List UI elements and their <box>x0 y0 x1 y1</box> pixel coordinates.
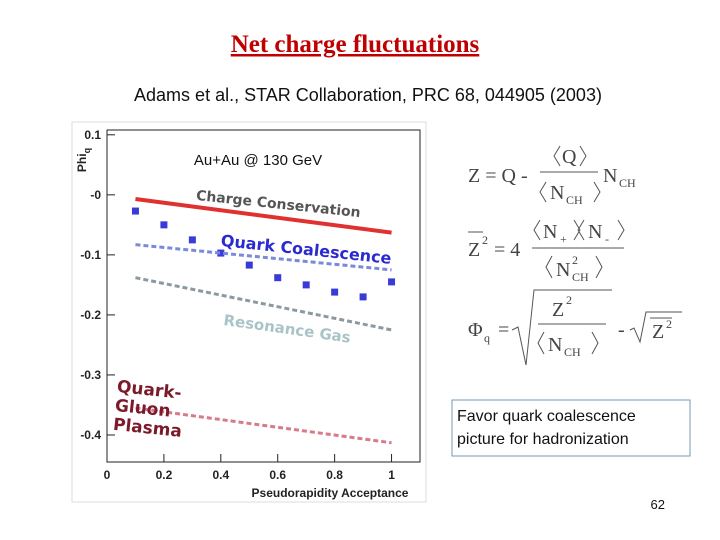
note: Favor quark coalescence picture for hadr… <box>457 408 636 448</box>
data-point <box>160 221 168 229</box>
formula-text: N <box>550 182 564 204</box>
formula-text: N <box>543 221 557 243</box>
data-point <box>302 281 310 289</box>
data-point <box>359 293 367 301</box>
data-point <box>245 261 253 269</box>
page-number: 62 <box>651 497 665 512</box>
formula-text: = <box>498 319 509 341</box>
formula-text: Q <box>562 146 577 168</box>
formula-text: + <box>560 232 567 246</box>
formula-text: 2 <box>666 317 672 331</box>
formula-text: CH <box>619 176 636 190</box>
formula-text: Z <box>552 299 564 321</box>
data-point <box>217 249 225 257</box>
formula-text: = 4 <box>494 239 520 261</box>
x-tick-label: 0.4 <box>212 468 229 482</box>
formula-text: CH <box>564 345 581 359</box>
note-box <box>451 399 691 457</box>
y-label-main: Phi <box>75 153 89 172</box>
x-axis-label: Pseudorapidity Acceptance <box>252 486 409 500</box>
series-label: Quark-Gluon Plasma <box>112 377 183 442</box>
formula-text: CH <box>566 193 583 207</box>
model-line <box>135 243 392 272</box>
formula-z: Z = Q - Q N CH N CH <box>468 145 636 207</box>
x-tick-label: 0 <box>104 468 111 482</box>
formula-text: CH <box>572 270 589 284</box>
formula-text: N <box>556 259 570 281</box>
x-tick-label: 0.6 <box>269 468 286 482</box>
plot-area <box>106 129 421 463</box>
formula-text: 2 <box>572 253 578 267</box>
y-tick-label: -0.4 <box>80 428 101 442</box>
y-tick-label: -0.2 <box>80 308 101 322</box>
formula-text: Z = Q - <box>468 165 528 187</box>
model-line <box>135 276 392 332</box>
y-tick-label: -0 <box>90 188 101 202</box>
y-axis-label: Phiq <box>75 148 92 172</box>
formula-text: N <box>603 165 617 187</box>
data-point <box>131 207 139 215</box>
model-line <box>135 197 392 235</box>
y-tick-label: -0.1 <box>80 248 101 262</box>
formula-text: Φ <box>468 319 483 341</box>
data-point <box>274 274 282 282</box>
data-point <box>388 278 396 286</box>
data-point <box>331 288 339 296</box>
formula-text: Z <box>468 239 480 261</box>
formula-text: 2 <box>482 233 488 247</box>
x-tick-label: 0.2 <box>156 468 173 482</box>
subtitle: Adams et al., STAR Collaboration, PRC 68… <box>134 85 602 105</box>
y-tick-label: 0.1 <box>84 128 101 142</box>
formula-text: - <box>618 319 625 341</box>
formula-text: - <box>605 232 609 246</box>
y-label-sub: q <box>82 148 92 154</box>
slide-title: Net charge fluctuations <box>231 31 480 58</box>
plot-frame <box>71 121 427 503</box>
y-tick-label: -0.3 <box>80 368 101 382</box>
formula-text: N <box>588 221 602 243</box>
data-point <box>188 236 196 244</box>
formula-text: N <box>548 334 562 356</box>
formula-text: 2 <box>566 293 572 307</box>
annotation: Au+Au @ 130 GeV <box>194 152 322 169</box>
formula-z2: Z 2 = 4 N + N - N 2 CH <box>468 219 625 284</box>
x-tick-label: 0.8 <box>326 468 343 482</box>
model-line <box>135 406 392 445</box>
formula-text: q <box>484 331 490 345</box>
formula-text: Z <box>652 321 664 343</box>
x-tick-label: 1 <box>388 468 395 482</box>
formula-phi: Φ q = Z 2 N CH - Z 2 <box>468 289 682 366</box>
